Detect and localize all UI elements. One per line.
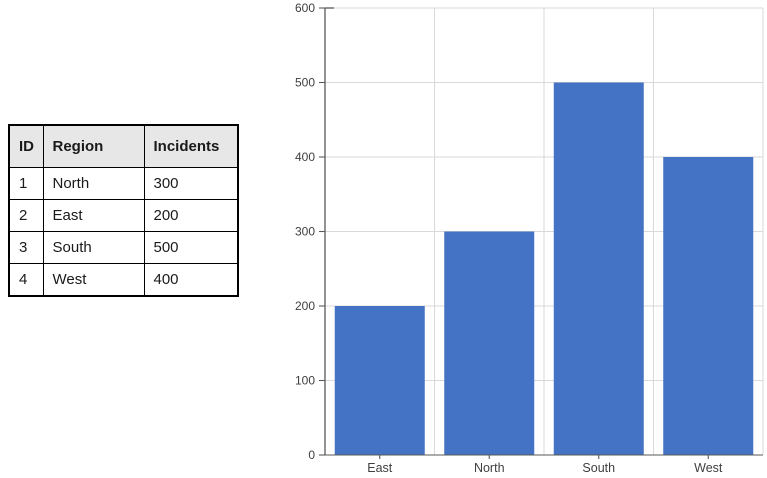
table-row: 3 South 500: [8, 231, 239, 264]
bar-north: [444, 231, 535, 455]
bar-south: [553, 82, 644, 455]
table-cell: 300: [143, 167, 239, 200]
y-tick-label: 0: [308, 448, 315, 462]
table-cell: 400: [143, 263, 239, 297]
y-tick-label: 300: [295, 225, 315, 239]
y-tick-label: 100: [295, 374, 315, 388]
y-tick-label: 200: [295, 299, 315, 313]
table-cell: West: [42, 263, 145, 297]
bar-east: [334, 306, 425, 455]
y-tick-label: 600: [295, 1, 315, 15]
x-category-label: North: [474, 461, 505, 475]
y-tick-label: 400: [295, 150, 315, 164]
y-tick-label: 500: [295, 76, 315, 90]
table-cell: 500: [143, 231, 239, 264]
bar-west: [663, 157, 754, 455]
x-category-label: West: [694, 461, 723, 475]
table-cell: 4: [8, 263, 44, 297]
table-cell: South: [42, 231, 145, 264]
table-cell: North: [42, 167, 145, 200]
table-cell: 3: [8, 231, 44, 264]
x-category-label: South: [582, 461, 615, 475]
table-header-row: ID Region Incidents: [8, 124, 239, 168]
data-table: ID Region Incidents 1 North 300 2 East 200 3 Sout…: [8, 124, 239, 297]
table-cell: 2: [8, 199, 44, 232]
table-cell: East: [42, 199, 145, 232]
table-row: 4 West 400: [8, 263, 239, 297]
table-header: ID Region Incidents: [8, 124, 239, 168]
table-cell: 1: [8, 167, 44, 200]
table-header-cell: Incidents: [143, 124, 239, 168]
table-row: 1 North 300: [8, 167, 239, 200]
table-body: 1 North 300 2 East 200 3 South 500 4 West 400: [8, 167, 239, 297]
x-category-label: East: [367, 461, 393, 475]
